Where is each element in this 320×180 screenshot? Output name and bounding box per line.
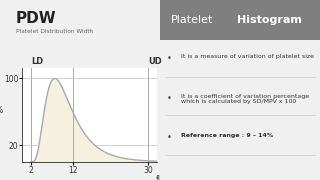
Text: It is a coefficient of variation percentage
which is calculated by SD/MPV x 100: It is a coefficient of variation percent… (181, 94, 309, 104)
Text: It is a measure of variation of platelet size: It is a measure of variation of platelet… (181, 54, 314, 59)
Y-axis label: %: % (0, 106, 3, 115)
Text: Reference range : 9 – 14%: Reference range : 9 – 14% (181, 133, 273, 138)
Text: •: • (166, 133, 171, 142)
Text: Platelet: Platelet (171, 15, 213, 25)
Text: LD: LD (31, 57, 43, 66)
Text: fL: fL (156, 175, 163, 180)
Text: Histogram: Histogram (237, 15, 302, 25)
Text: •: • (166, 94, 171, 103)
Text: •: • (166, 54, 171, 63)
FancyBboxPatch shape (160, 0, 320, 40)
Text: UD: UD (148, 57, 162, 66)
Text: PDW: PDW (16, 11, 57, 26)
Text: Platelet Distribution Width: Platelet Distribution Width (16, 29, 93, 34)
